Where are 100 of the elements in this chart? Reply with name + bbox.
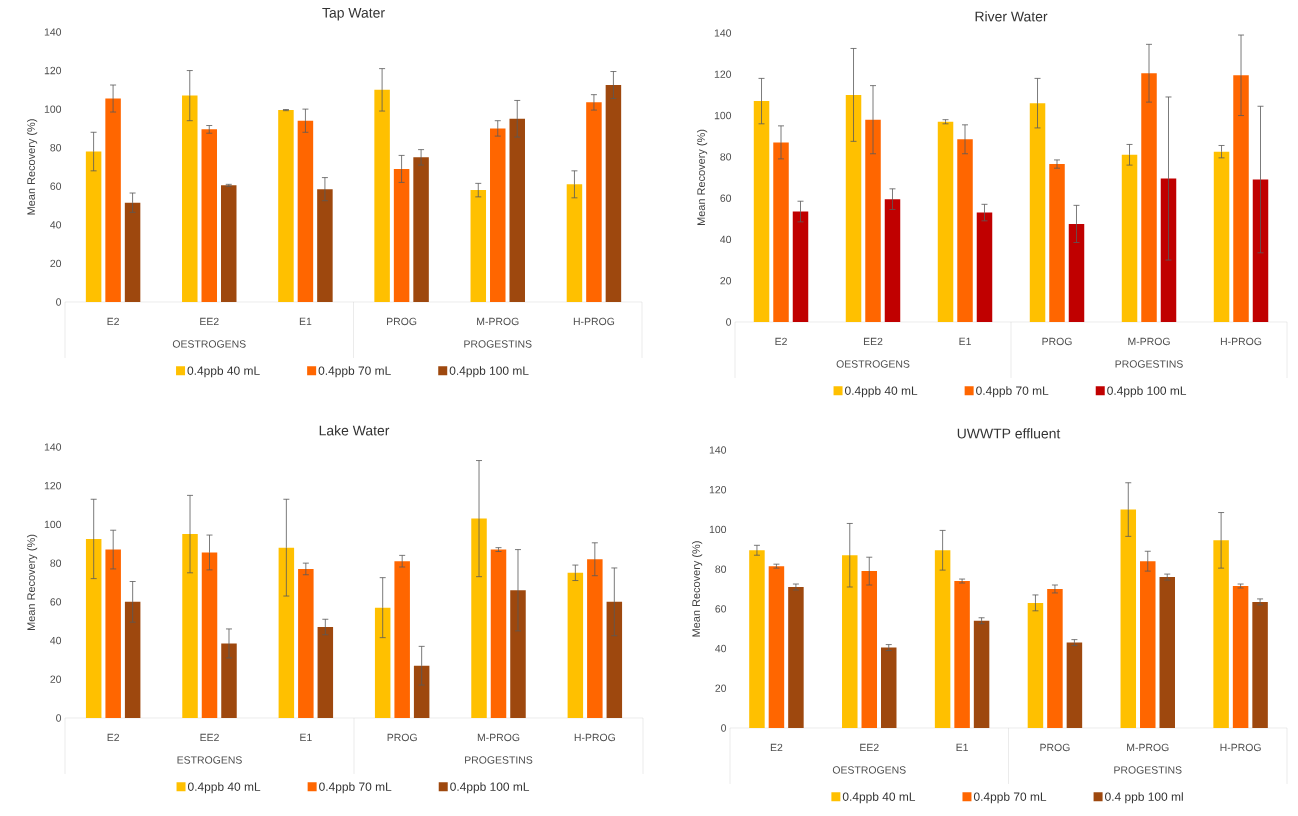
bar (413, 665, 430, 718)
x-tick-label: EE2 (863, 337, 883, 346)
bar (934, 550, 951, 728)
bar (788, 587, 804, 728)
y-tick-label: 120 (44, 66, 62, 75)
x-tick-label: E2 (107, 317, 119, 326)
legend-label: 0.4ppb 70 mL (319, 782, 392, 794)
bar (221, 185, 237, 302)
bar (394, 561, 410, 718)
legend-label: 0.4 ppb 100 ml (1105, 792, 1183, 804)
bar (1066, 642, 1083, 728)
x-tick-label: PROG (1040, 743, 1070, 752)
bar (792, 211, 809, 322)
bar (1252, 601, 1268, 728)
bar (954, 581, 970, 728)
bar (1120, 509, 1137, 728)
bar (842, 555, 858, 728)
text: ESTROGENS (177, 756, 242, 764)
y-tick-label: 120 (44, 482, 62, 490)
x-tick-label: E1 (959, 337, 971, 345)
y-axis-title: Mean Recovery (%) (696, 129, 708, 225)
y-tick-label: 60 (50, 182, 62, 190)
bar (317, 189, 333, 302)
y-tick-label: 80 (50, 144, 62, 152)
bar (471, 518, 487, 718)
bar (105, 549, 121, 718)
legend-label: 0.4ppb 100 mL (450, 782, 530, 794)
bar (374, 607, 391, 718)
bar (1047, 588, 1063, 728)
y-tick-label: 100 (709, 525, 727, 534)
x-tick-label: H-PROG (574, 733, 615, 742)
y-tick-label: 40 (50, 221, 62, 229)
y-tick-label: 100 (44, 105, 62, 113)
bar (773, 142, 789, 322)
bar (510, 590, 526, 718)
bar (317, 627, 334, 718)
y-tick-label: 60 (720, 194, 732, 202)
bar (1141, 73, 1157, 322)
x-tick-label: E2 (775, 337, 787, 346)
bar (606, 601, 623, 718)
bar (865, 119, 881, 322)
y-tick-label: 0 (56, 714, 62, 722)
y-axis-title: Mean Recovery (%) (26, 119, 38, 215)
bar (957, 139, 973, 322)
legend-label: 0.4ppb 40 mL (187, 782, 261, 794)
x-tick-label: M-PROG (477, 733, 520, 742)
x-tick-label: E2 (770, 743, 783, 752)
y-tick-label: 60 (50, 598, 62, 606)
bar (861, 571, 878, 728)
y-tick-label: 20 (50, 675, 62, 683)
bar (278, 110, 294, 302)
bar (884, 199, 901, 322)
y-tick-label: 80 (720, 153, 732, 161)
x-tick-label: E1 (956, 743, 968, 751)
chart-title: Lake Water (319, 425, 390, 436)
bar (297, 120, 314, 302)
bar (105, 98, 121, 302)
y-tick-label: 60 (715, 605, 727, 613)
x-tick-label: PROG (387, 317, 417, 326)
bar (509, 118, 525, 302)
legend-label: 0.4ppb 40 mL (842, 792, 916, 804)
y-tick-label: 20 (715, 684, 727, 692)
bar (393, 168, 410, 302)
legend-label: 0.4ppb 100 mL (449, 366, 529, 378)
y-tick-label: 40 (715, 644, 727, 653)
text: PROGESTINS (1115, 360, 1183, 368)
bar (1029, 103, 1046, 322)
bar (85, 151, 102, 302)
x-tick-label: EE2 (200, 317, 219, 326)
bar (1159, 577, 1175, 728)
bar (413, 157, 429, 302)
chart-title: River Water (975, 11, 1048, 22)
bar (278, 547, 295, 718)
bar (221, 643, 237, 718)
y-tick-label: 100 (44, 520, 62, 529)
legend-label: 0.4ppb 40 mL (187, 366, 260, 378)
bar (881, 647, 897, 728)
bar (973, 620, 990, 728)
y-tick-label: 140 (44, 443, 62, 451)
bar (1068, 223, 1085, 322)
bar (1213, 151, 1230, 322)
chart-title: Tap Water (322, 8, 385, 21)
bar (587, 559, 603, 718)
bar (490, 549, 507, 718)
bar (845, 94, 862, 322)
text: PROGESTINS (1114, 766, 1182, 774)
bar (374, 89, 390, 302)
bar (1140, 561, 1156, 728)
legend-label: 0.4ppb 70 mL (976, 386, 1049, 398)
bar (566, 184, 583, 302)
legend-label: 0.4ppb 100 mL (1107, 386, 1187, 398)
y-tick-label: 0 (721, 724, 727, 732)
y-tick-label: 120 (709, 486, 727, 494)
text: OESTROGENS (172, 340, 246, 348)
x-tick-label: M-PROG (477, 317, 519, 326)
x-tick-label: M-PROG (1128, 337, 1170, 346)
x-tick-label: EE2 (860, 743, 879, 752)
y-tick-label: 20 (50, 259, 62, 268)
bar (768, 566, 785, 728)
bar (124, 601, 141, 718)
